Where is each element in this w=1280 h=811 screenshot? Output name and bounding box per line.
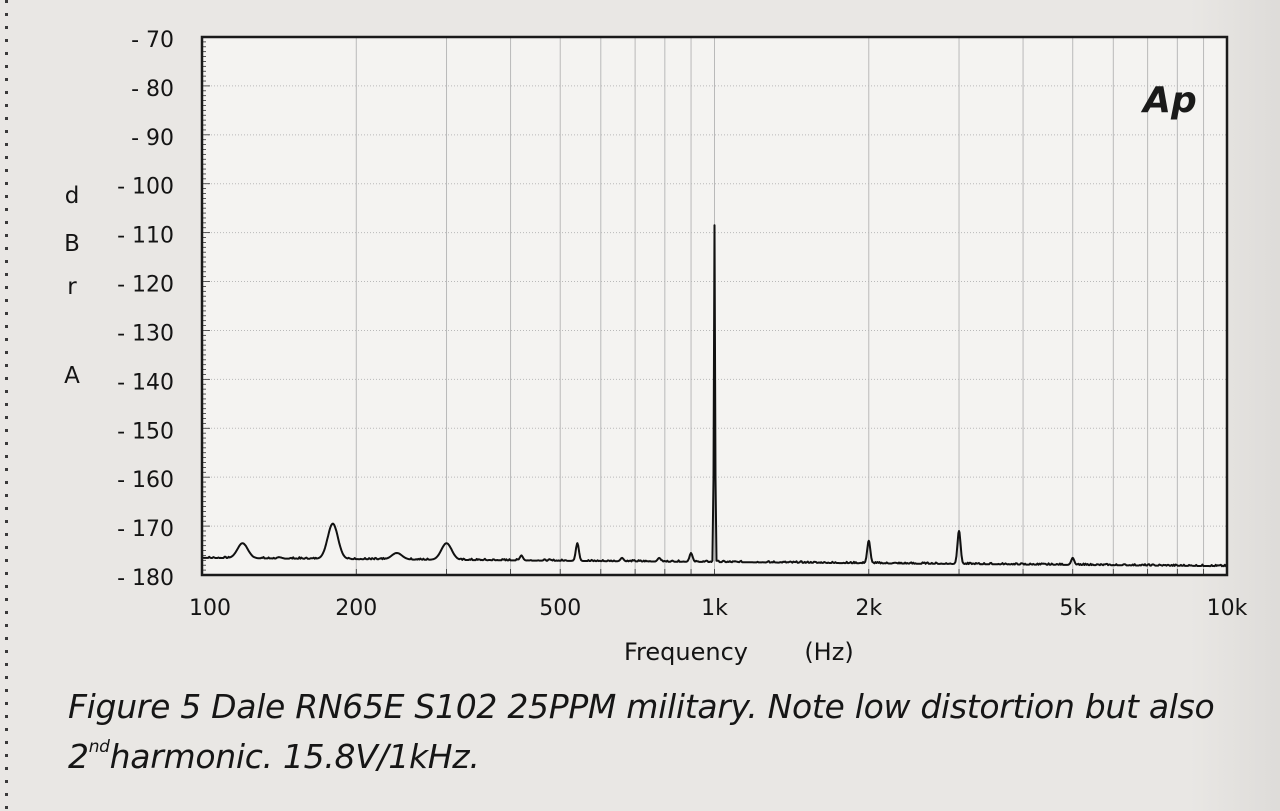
x-tick-label: 10k	[1207, 596, 1248, 621]
y-axis-label-letter: r	[67, 274, 77, 300]
y-tick-label: - 70	[131, 28, 174, 53]
x-tick-label: 5k	[1059, 596, 1086, 621]
y-tick-label: - 130	[117, 321, 174, 346]
caption-line-2-text: harmonic. 15.8V/1kHz.	[109, 737, 480, 776]
y-tick-label: - 170	[117, 517, 174, 542]
y-tick-label: - 150	[117, 419, 174, 444]
caption-ordinal-suffix: nd	[88, 737, 110, 757]
y-tick-label: - 140	[117, 370, 174, 395]
spectrum-chart: - 70 - 80 - 90 - 100 - 110 - 120 - 130 - 140 - 1…	[64, 28, 1248, 666]
x-axis-label: Frequency	[624, 638, 748, 666]
y-tick-label: - 180	[117, 566, 174, 591]
x-tick-label: 500	[539, 596, 581, 621]
plot-frame	[200, 35, 1229, 577]
caption-line-2: 2ndharmonic. 15.8V/1kHz.	[68, 732, 1268, 782]
y-tick-label: - 80	[131, 77, 174, 102]
y-tick-label: - 160	[117, 468, 174, 493]
y-axis-label-letter: B	[64, 231, 80, 257]
x-axis-unit-label: (Hz)	[804, 638, 853, 666]
y-tick-label: - 120	[117, 273, 174, 298]
y-axis-label-letter: d	[65, 183, 80, 209]
y-tick-label: - 90	[131, 126, 174, 151]
y-tick-label: - 110	[117, 224, 174, 249]
caption-line-1: Figure 5 Dale RN65E S102 25PPM military.…	[68, 687, 1215, 726]
figure-caption: Figure 5 Dale RN65E S102 25PPM military.…	[68, 682, 1268, 782]
page-edge-dots	[0, 0, 14, 811]
x-tick-label: 200	[335, 596, 377, 621]
caption-ordinal-number: 2	[68, 737, 89, 776]
x-tick-label: 2k	[855, 596, 882, 621]
y-tick-label: - 100	[117, 175, 174, 200]
ap-logo: Ap	[1140, 80, 1197, 121]
y-axis-label-letter: A	[64, 363, 80, 389]
x-tick-label: 100	[189, 596, 231, 621]
x-tick-label: 1k	[701, 596, 728, 621]
spectrum-trace	[201, 224, 1228, 568]
